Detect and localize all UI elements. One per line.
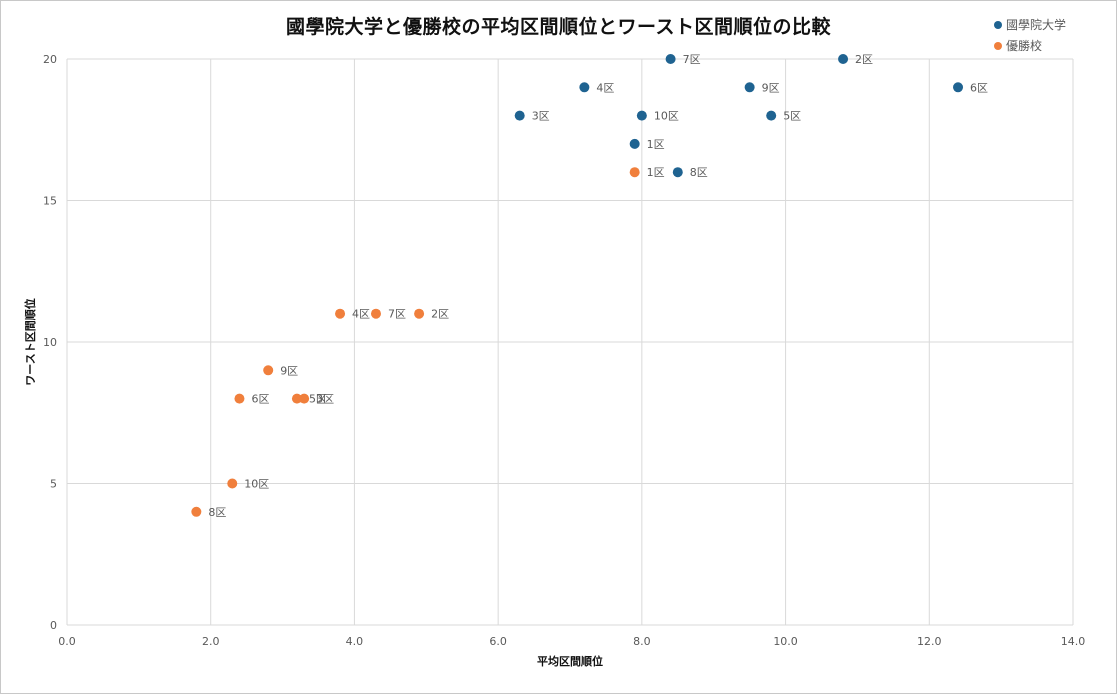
data-point xyxy=(227,478,238,489)
data-point xyxy=(629,138,640,149)
data-label: 8区 xyxy=(690,166,708,179)
x-axis-title: 平均区間順位 xyxy=(537,654,603,668)
legend-label: 優勝校 xyxy=(1006,39,1043,53)
data-point xyxy=(335,308,346,319)
data-points xyxy=(191,54,964,517)
data-point xyxy=(414,308,425,319)
x-tick-label: 0.0 xyxy=(58,635,76,648)
data-label: 6区 xyxy=(970,81,988,94)
data-label: 4区 xyxy=(352,308,370,321)
data-label: 3区 xyxy=(532,110,550,123)
axis-ticks: 0.0 2.0 4.0 6.0 8.0 10.0 12.0 14.0 0 5 10 15 20 xyxy=(43,53,1085,648)
data-label: 6区 xyxy=(251,393,269,406)
data-point xyxy=(636,110,647,121)
x-tick-label: 8.0 xyxy=(633,635,651,648)
data-label: 1区 xyxy=(647,166,665,179)
data-label: 3区 xyxy=(316,393,334,406)
data-label: 5区 xyxy=(783,110,801,123)
y-tick-label: 15 xyxy=(43,195,57,208)
y-tick-label: 5 xyxy=(50,478,57,491)
x-tick-label: 14.0 xyxy=(1061,635,1086,648)
data-point xyxy=(744,82,755,93)
data-label: 10区 xyxy=(654,110,679,123)
y-tick-label: 10 xyxy=(43,336,57,349)
data-label: 2区 xyxy=(431,308,449,321)
data-label: 1区 xyxy=(647,138,665,151)
data-point xyxy=(514,110,525,121)
data-point xyxy=(234,393,245,404)
data-labels: 1区 2区 3区 4区 5区 6区 7区 8区 9区 10区 1区 2区 3区 4区 5区 6区 7区 8区 9区 1… xyxy=(208,53,988,519)
x-tick-label: 10.0 xyxy=(773,635,798,648)
legend: 國學院大学 優勝校 xyxy=(994,14,1066,56)
x-tick-label: 12.0 xyxy=(917,635,942,648)
data-point xyxy=(766,110,777,121)
legend-label: 國學院大学 xyxy=(1006,18,1067,32)
data-label: 5区 xyxy=(309,393,327,406)
data-point xyxy=(953,82,964,93)
x-tick-label: 6.0 xyxy=(489,635,507,648)
data-point xyxy=(665,54,676,64)
data-point xyxy=(370,308,381,319)
data-point xyxy=(672,167,683,178)
grid xyxy=(66,58,1074,626)
legend-marker xyxy=(994,41,1002,50)
y-tick-label: 0 xyxy=(50,619,57,632)
x-tick-label: 2.0 xyxy=(202,635,220,648)
legend-marker xyxy=(994,20,1002,29)
data-label: 8区 xyxy=(208,506,226,519)
data-label: 4区 xyxy=(596,81,614,94)
data-label: 9区 xyxy=(280,364,298,377)
legend-item-winner: 優勝校 xyxy=(994,35,1066,56)
data-point xyxy=(263,365,274,376)
data-point xyxy=(299,393,310,404)
data-point xyxy=(191,506,202,517)
data-label: 2区 xyxy=(855,53,873,66)
data-point xyxy=(579,82,590,93)
data-label: 7区 xyxy=(388,308,406,321)
data-label: 10区 xyxy=(244,478,269,491)
data-point xyxy=(838,54,849,64)
data-point xyxy=(291,393,302,404)
legend-item-kokugakuin: 國學院大学 xyxy=(994,14,1066,35)
x-tick-label: 4.0 xyxy=(346,635,364,648)
y-axis-title: ワースト区間順位 xyxy=(23,298,37,385)
data-point xyxy=(629,167,640,178)
data-label: 9区 xyxy=(762,81,780,94)
chart-title: 國學院大学と優勝校の平均区間順位とワースト区間順位の比較 xyxy=(285,16,832,38)
data-label: 7区 xyxy=(683,53,701,66)
y-tick-label: 20 xyxy=(43,53,57,66)
